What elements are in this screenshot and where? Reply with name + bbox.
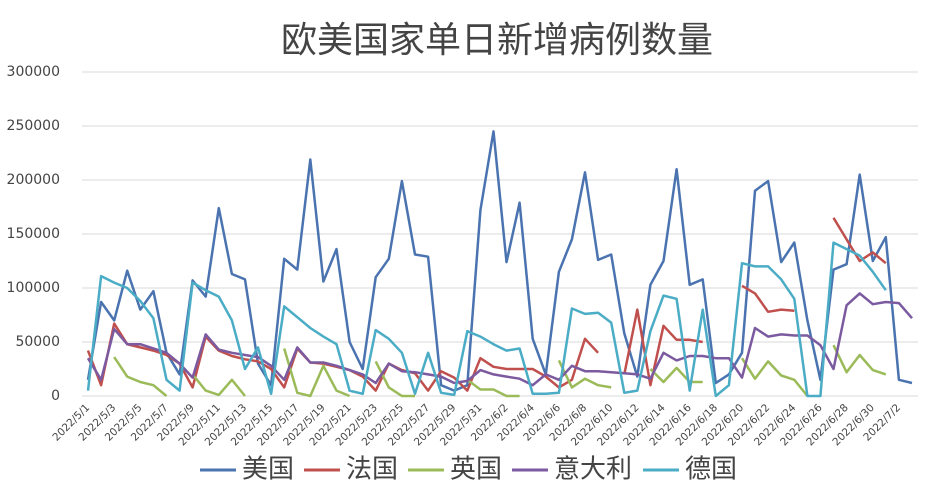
series-line: [86, 292, 913, 387]
series-line: [86, 130, 913, 392]
y-tick-label: 300000: [7, 64, 60, 80]
chart-title: 欧美国家单日新增病例数量: [281, 20, 713, 61]
legend-label: 德国: [685, 455, 737, 485]
legend-label: 意大利: [554, 455, 632, 485]
y-tick-label: 0: [51, 388, 60, 404]
y-tick-label: 50000: [15, 334, 60, 350]
y-tick-label: 100000: [7, 280, 60, 296]
y-tick-label: 200000: [7, 172, 60, 188]
series-line: [113, 344, 887, 398]
legend-label: 英国: [450, 455, 502, 485]
y-tick-label: 150000: [7, 226, 60, 242]
y-tick-label: 250000: [7, 118, 60, 134]
series-line: [86, 241, 887, 398]
legend-label: 法国: [346, 455, 398, 485]
legend-label: 美国: [242, 455, 294, 485]
